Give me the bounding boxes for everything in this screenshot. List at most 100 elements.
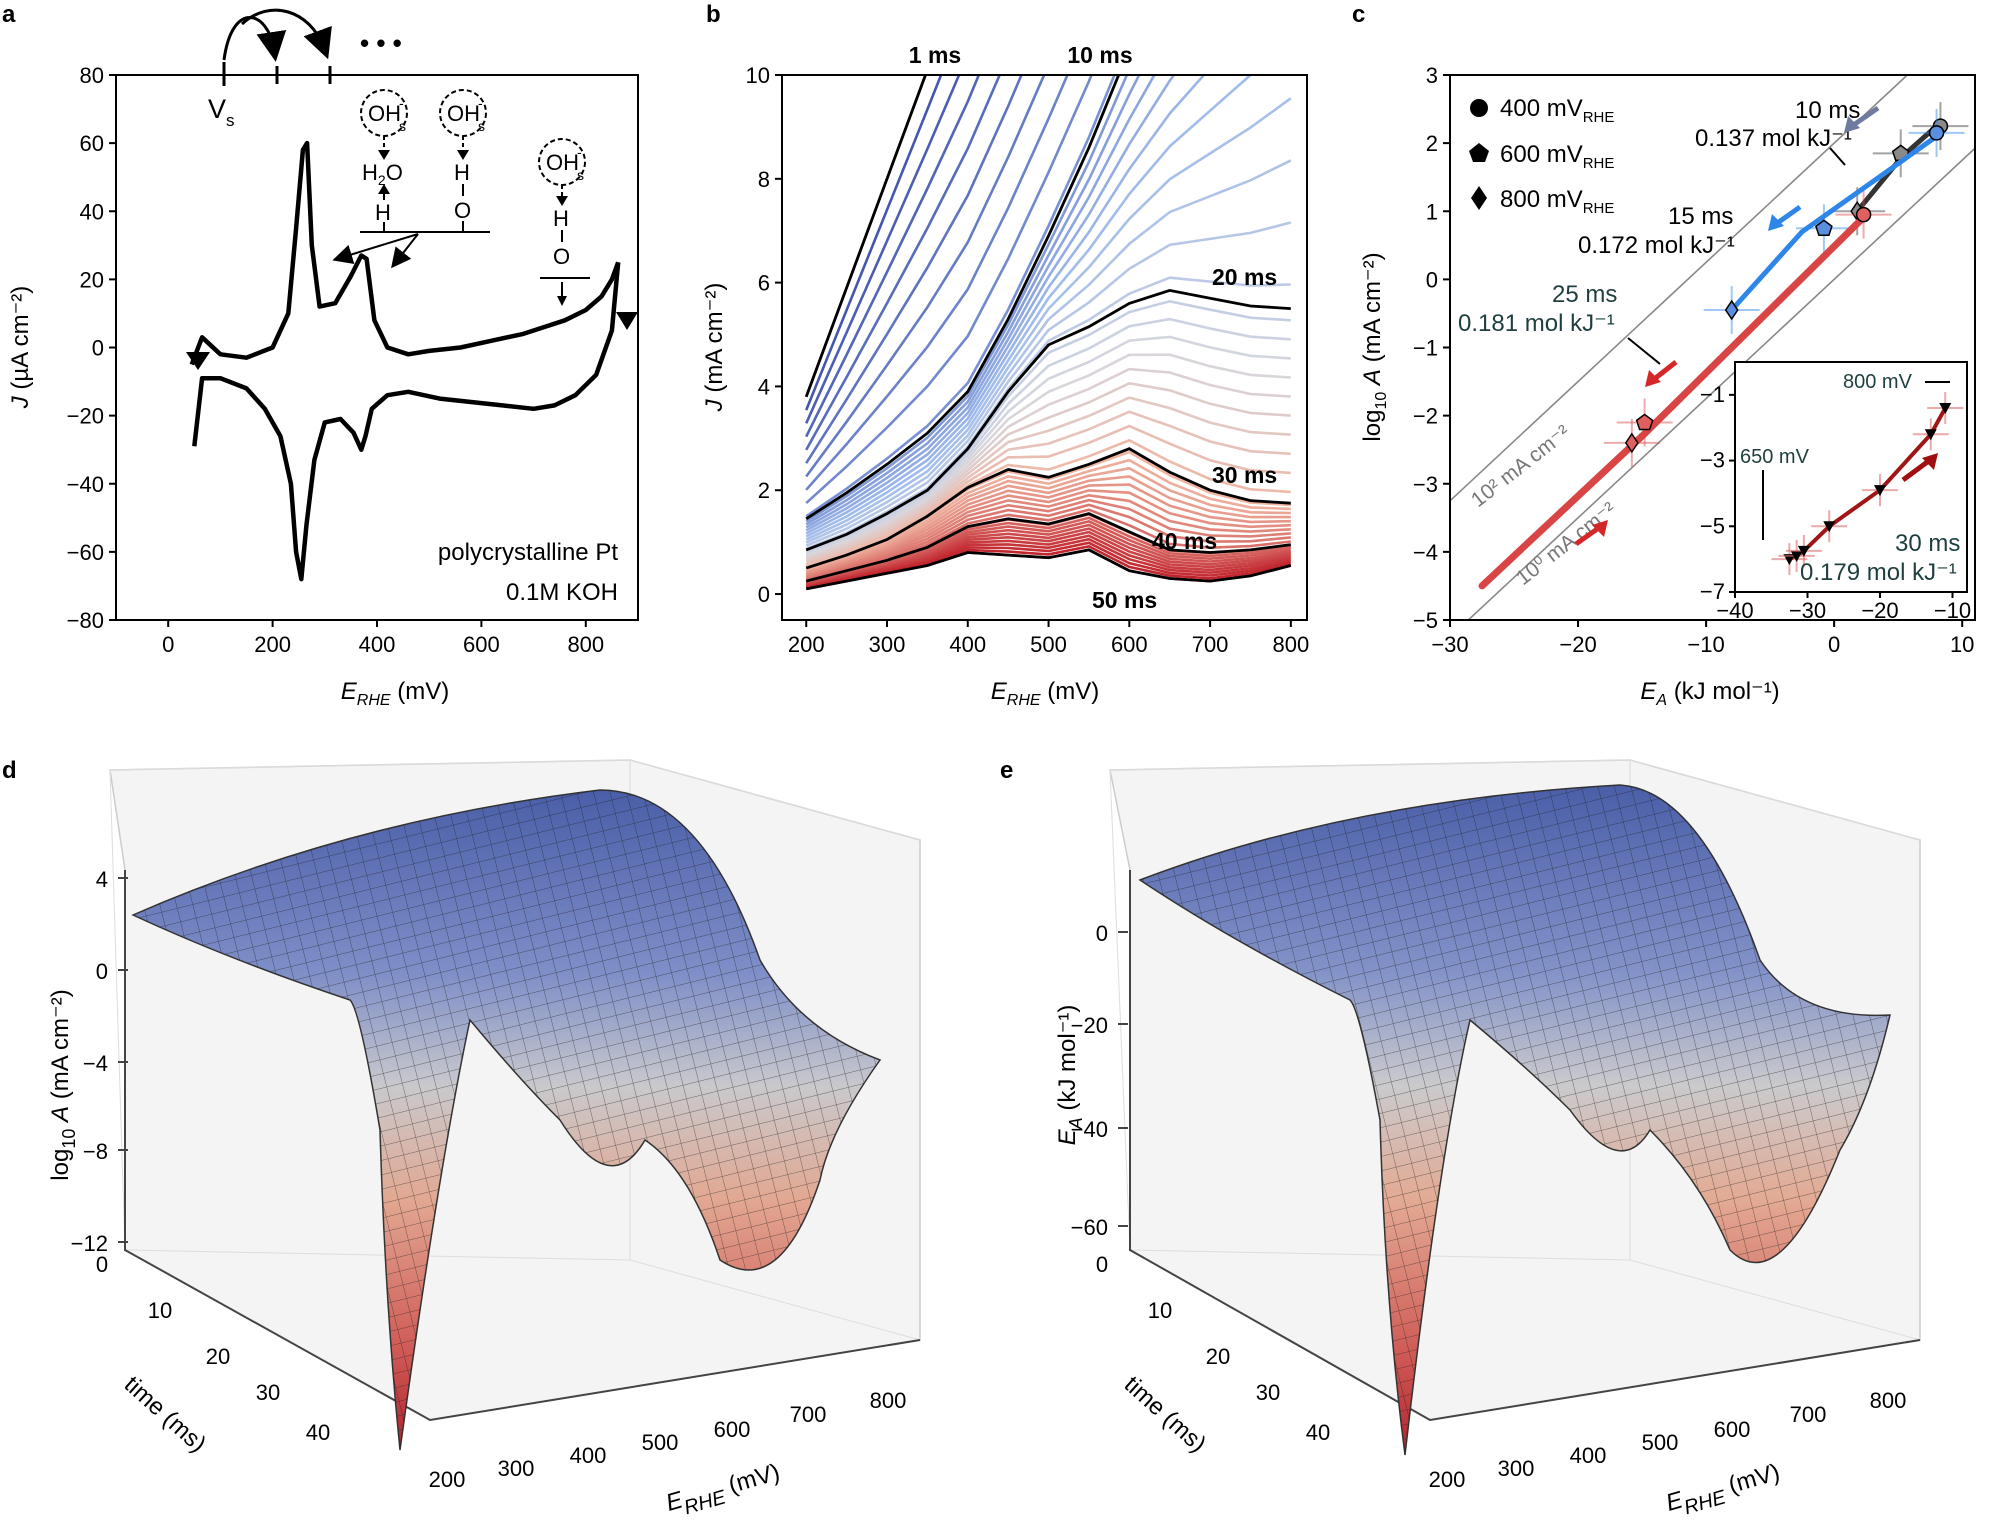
panel-a-xtick-label: 0 [162, 632, 174, 657]
panel-c-point [1724, 299, 1739, 321]
panel-b-curve [805, 75, 981, 438]
panel-c-inset-point [1874, 485, 1886, 497]
yaxis-tick-label: 0 [1096, 1252, 1108, 1277]
panel-e-xlabel: ERHE (mV) [1663, 1459, 1785, 1524]
panel-b-curve [804, 75, 943, 411]
panel-b-curve [805, 97, 1292, 541]
panel-b-key-curve [805, 75, 1121, 520]
panel-c-point [1815, 219, 1833, 237]
panel-a-h2o-label: H2O [362, 160, 403, 188]
panel-c-xtick-label: −10 [1687, 632, 1724, 657]
zaxis-tick-label: −20 [1071, 1013, 1108, 1038]
panel-b-label-40ms: 40 ms [1152, 528, 1217, 554]
panel-b-curve [805, 489, 1291, 577]
panel-letter-e: e [1000, 757, 1013, 784]
panel-b-curve [805, 75, 1023, 464]
panel-c-slope-15ms: 0.172 mol kJ⁻¹ [1578, 232, 1735, 259]
svg-text:O: O [454, 198, 471, 223]
panel-c-ytick-label: −3 [1413, 472, 1438, 497]
panel-b-curve [805, 75, 1069, 491]
panel-c-ytick-label: −2 [1413, 404, 1438, 429]
legend-pentagon-icon [1469, 143, 1489, 162]
panel-a-xtick-label: 200 [254, 632, 291, 657]
panel-b-curve [805, 75, 1129, 523]
xaxis-tick-label: 300 [1498, 1456, 1535, 1481]
xaxis-tick-label: 600 [1714, 1417, 1751, 1442]
xaxis-tick-label: 400 [570, 1443, 607, 1468]
panel-a-anodic-sweep [189, 140, 621, 366]
panel-c-fit-line [1478, 211, 1870, 590]
panel-c-point [1624, 432, 1639, 454]
panel-c-xlabel: EA (kJ mol⁻¹) [1640, 678, 1779, 709]
panel-c-label-15ms: 15 ms [1668, 203, 1733, 230]
zaxis-tick-label: 0 [1096, 921, 1108, 946]
panel-b-curve [805, 75, 1253, 538]
panel-c-inset: −40 −30 −20 −10 −7 −5 −3 −1 800 mV 650 mV 30 m… [1700, 361, 1971, 623]
panel-c-inset-xtick-label: −30 [1789, 598, 1826, 623]
zaxis-tick-label: −12 [71, 1231, 108, 1256]
panel-b-ytick-label: 0 [758, 582, 770, 607]
panel-d-axes [124, 870, 921, 1422]
panel-b-curve [805, 75, 961, 424]
panel-c-inset-arrow-icon [1922, 453, 1938, 470]
panel-b-curve [805, 503, 1291, 581]
panel-b-ytick-label: 8 [758, 167, 770, 192]
panel-b-curve [805, 75, 1176, 532]
panel-b-curve [805, 483, 1291, 575]
panel-b-curve [805, 498, 1291, 579]
panel-a-xlabel: ERHE (mV) [341, 678, 449, 709]
panel-c-slope-10ms: 0.137 mol kJ⁻¹ [1695, 125, 1852, 152]
panel-b-key-curve [805, 548, 1292, 591]
yaxis-tick-label: 30 [1256, 1380, 1280, 1405]
panel-a-xtick-label: 400 [359, 632, 396, 657]
panel-b-curve [805, 410, 1291, 565]
panel-c-inset-ytick-label: −5 [1700, 513, 1725, 538]
panel-c-ytick-label: −1 [1413, 336, 1438, 361]
panel-b-xtick-label: 200 [788, 632, 825, 657]
panel-b-frame [781, 74, 1308, 621]
yaxis-tick-label: 10 [1148, 1298, 1172, 1323]
panel-e-3d-surface: 0 −20 −40 −60 EA (kJ mol⁻¹) 0 10 20 30 40 time … [1054, 759, 1921, 1524]
svg-text:OH: OH [368, 101, 401, 126]
xaxis-tick-label: 500 [1642, 1430, 1679, 1455]
yaxis-tick-label: 10 [148, 1298, 172, 1323]
panel-letter-a: a [2, 1, 16, 28]
panel-letter-d: d [2, 757, 17, 784]
panel-c-inset-800mv: 800 mV [1843, 371, 1913, 393]
panel-b-curve [805, 335, 1291, 556]
panel-b-xtick-label: 600 [1111, 632, 1148, 657]
panel-b-curve [805, 353, 1291, 558]
panel-a-ytick-label: 20 [80, 267, 104, 292]
panel-c-inset-point [1783, 554, 1796, 566]
panel-a-electrolyte-label: 0.1M KOH [506, 579, 618, 606]
xaxis-tick-label: 700 [790, 1402, 827, 1427]
panel-b-xtick-label: 400 [949, 632, 986, 657]
legend-circle-icon [1470, 99, 1488, 117]
yaxis-tick-label: 30 [256, 1380, 280, 1405]
panel-e-axes [1129, 870, 1921, 1422]
svg-text:-: - [478, 95, 483, 111]
panel-b-curve [805, 458, 1291, 572]
xaxis-tick-label: 800 [1870, 1388, 1907, 1413]
yaxis-tick-label: 20 [206, 1344, 230, 1369]
panel-c-inset-ytick-label: −7 [1700, 579, 1725, 604]
panel-c-ytick-label: 0 [1426, 267, 1438, 292]
panel-b-key-curve [805, 288, 1291, 552]
panel-c-ytick-label: 2 [1426, 131, 1438, 156]
panel-d-zlabel: log10 A (mA cm⁻²) [47, 989, 79, 1180]
panel-a-ellipsis: • • • [360, 28, 402, 58]
panel-b-label-30ms: 30 ms [1212, 462, 1277, 488]
panel-c-inset-point [1823, 521, 1836, 533]
panel-c-inset-xtick-label: −10 [1934, 598, 1971, 623]
panel-letter-b: b [706, 1, 721, 28]
xaxis-tick-label: 400 [1570, 1443, 1607, 1468]
panel-b-curve [805, 475, 1291, 574]
panel-c-inset-xtick-label: −40 [1716, 598, 1753, 623]
panel-a-ytick-label: 0 [92, 336, 104, 361]
panel-a-ytick-label: −40 [67, 472, 104, 497]
svg-text:H: H [454, 160, 470, 185]
yaxis-tick-label: 40 [306, 1420, 330, 1445]
panel-c-inset-frame [1734, 361, 1968, 593]
panel-b-curve [805, 317, 1291, 555]
